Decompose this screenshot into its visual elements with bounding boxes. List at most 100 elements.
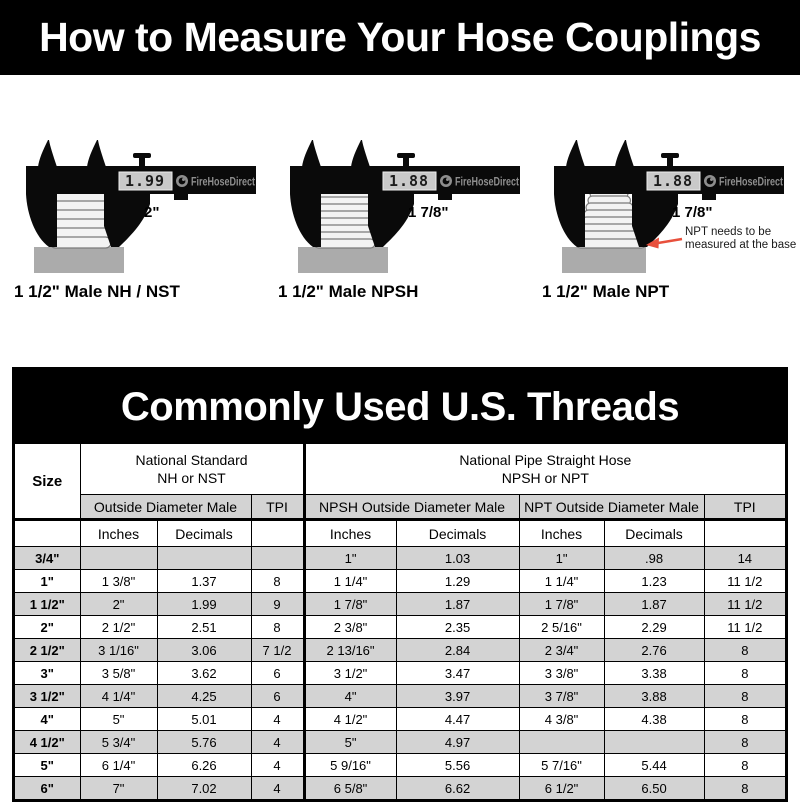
table-cell: 5 7/16": [518, 753, 605, 777]
table-cell: 4.38: [603, 707, 705, 731]
table-row: 1" 1 3/8" 1.37 8 1 1/4" 1.29 1 1/4" 1.23 11 1/2: [15, 569, 786, 593]
table-cell: 4 3/8": [518, 707, 605, 731]
caliper-figure-npt: 1.88 FireHoseDirect 1 7/8" NPT needs to …: [540, 138, 796, 302]
caliper-lcd: [382, 171, 437, 191]
table-cell: 2 3/4": [518, 638, 605, 662]
table-cell: 8: [703, 730, 786, 754]
table-cell: .98: [603, 546, 705, 570]
table-cell: 3.06: [156, 638, 252, 662]
table-cell: 2.76: [603, 638, 705, 662]
table-cell: 1 7/8": [518, 592, 605, 616]
col-header-npt-od-male: NPT Outside Diameter Male: [518, 494, 705, 521]
table-cell: 4.97: [395, 730, 520, 754]
table-row: 2" 2 1/2" 2.51 8 2 3/8" 2.35 2 5/16" 2.29 11 1/2: [15, 615, 786, 639]
table-cell: [518, 730, 605, 754]
table-row: 5" 6 1/4" 6.26 4 5 9/16" 5.56 5 7/16" 5.44 8: [15, 753, 786, 777]
threads-table-body: 3/4" 1" 1.03 1" .98 14 1" 1 3/8" 1.37 8 1 1/4" 1.29…: [15, 546, 786, 799]
table-cell: 3": [15, 661, 81, 685]
table-cell: 3 5/8": [79, 661, 158, 685]
table-cell: 6": [15, 776, 81, 799]
table-cell: 2 13/16": [302, 638, 397, 662]
unit-header-decimals: Decimals: [156, 519, 252, 547]
table-cell: 1": [302, 546, 397, 570]
table-cell: 8: [703, 661, 786, 685]
table-cell: 1.87: [603, 592, 705, 616]
table-cell: 4.47: [395, 707, 520, 731]
unit-header-inches: Inches: [302, 519, 397, 547]
col-header-tpi-pipe: TPI: [703, 494, 786, 521]
annotation-arrowhead-icon: [646, 237, 659, 249]
unit-cell-empty: [15, 519, 81, 547]
brand-logo-text: FireHoseDirect: [719, 175, 783, 189]
table-cell: 5.44: [603, 753, 705, 777]
table-cell: 8: [250, 569, 305, 593]
table-cell: 3.47: [395, 661, 520, 685]
page-title-banner: How to Measure Your Hose Couplings: [0, 0, 800, 75]
table-row: 2 1/2" 3 1/16" 3.06 7 1/2 2 13/16" 2.84 2 3/4"…: [15, 638, 786, 662]
brand-logo-text: FireHoseDirect: [191, 175, 255, 189]
table-cell: [603, 730, 705, 754]
brand-logo-icon: [440, 175, 452, 187]
table-cell: 1 1/4": [302, 569, 397, 593]
table-cell: 4: [250, 707, 305, 731]
caliper-icon: 1.88 FireHoseDirect 1 7/8" NPT needs to …: [554, 140, 796, 273]
unit-header-inches: Inches: [518, 519, 605, 547]
table-cell: 1 3/8": [79, 569, 158, 593]
table-row: 6" 7" 7.02 4 6 5/8" 6.62 6 1/2" 6.50 8: [15, 776, 786, 799]
table-cell: 1.23: [603, 569, 705, 593]
brand-logo-icon: [176, 175, 188, 187]
table-cell: 4 1/2": [15, 730, 81, 754]
table-cell: 7": [79, 776, 158, 799]
col-header-npsh-od-male: NPSH Outside Diameter Male: [302, 494, 520, 521]
group2-line1: National Pipe Straight Hose: [459, 452, 632, 468]
caliper-lcd-value: 1.88: [653, 172, 693, 190]
table-cell: 6.50: [603, 776, 705, 799]
table-cell: 5.01: [156, 707, 252, 731]
npt-annotation: NPT needs to be measured at the base: [646, 226, 796, 251]
table-cell: 5.56: [395, 753, 520, 777]
coupling-base: [562, 247, 646, 273]
table-cell: 11 1/2: [703, 569, 786, 593]
table-cell: 3.62: [156, 661, 252, 685]
table-cell: 4 1/2": [302, 707, 397, 731]
table-cell: 4: [250, 776, 305, 799]
table-cell: 1": [15, 569, 81, 593]
col-header-tpi-nh: TPI: [250, 494, 305, 521]
table-cell: 1.87: [395, 592, 520, 616]
table-cell: 4 1/4": [79, 684, 158, 708]
table-cell: 8: [703, 638, 786, 662]
threads-table: Size National Standard NH or NST Nationa…: [15, 444, 786, 799]
coupling-threads-fine: [313, 184, 376, 249]
table-cell: 2.29: [603, 615, 705, 639]
table-cell: 2.84: [395, 638, 520, 662]
table-cell: 2.35: [395, 615, 520, 639]
col-group-national-pipe-straight: National Pipe Straight Hose NPSH or NPT: [302, 444, 786, 495]
measure-label: 2": [144, 204, 159, 221]
caliper-caption: 1 1/2" Male NPT: [542, 282, 670, 301]
table-cell: 14: [703, 546, 786, 570]
col-header-size: Size: [15, 444, 81, 521]
table-cell: 6.62: [395, 776, 520, 799]
table-cell: [250, 546, 305, 570]
table-row: 3 1/2" 4 1/4" 4.25 6 4" 3.97 3 7/8" 3.88 8: [15, 684, 786, 708]
caliper-icon: 1.88 FireHoseDirect 1 7/8": [290, 140, 520, 273]
table-cell: 11 1/2: [703, 615, 786, 639]
table-cell: 1.29: [395, 569, 520, 593]
unit-header-inches: Inches: [79, 519, 158, 547]
table-cell: 5.76: [156, 730, 252, 754]
table-cell: 4: [250, 730, 305, 754]
table-cell: 1 1/4": [518, 569, 605, 593]
table-cell: 5": [15, 753, 81, 777]
diagram-section: 1.99 FireHoseDirect 2" 1 1/2" Male NH / …: [0, 138, 800, 302]
table-cell: 3/4": [15, 546, 81, 570]
unit-header-decimals: Decimals: [603, 519, 705, 547]
table-cell: 6 1/4": [79, 753, 158, 777]
table-cell: 2 1/2": [15, 638, 81, 662]
unit-header-decimals: Decimals: [395, 519, 520, 547]
table-cell: 2 3/8": [302, 615, 397, 639]
caliper-lcd: [118, 171, 173, 191]
caliper-caption: 1 1/2" Male NPSH: [278, 282, 419, 301]
table-cell: 6: [250, 661, 305, 685]
table-cell: 1.37: [156, 569, 252, 593]
measure-label: 1 7/8": [672, 204, 712, 221]
